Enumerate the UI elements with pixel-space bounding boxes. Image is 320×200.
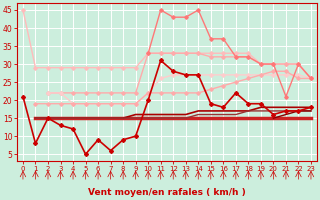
X-axis label: Vent moyen/en rafales ( km/h ): Vent moyen/en rafales ( km/h ) <box>88 188 246 197</box>
